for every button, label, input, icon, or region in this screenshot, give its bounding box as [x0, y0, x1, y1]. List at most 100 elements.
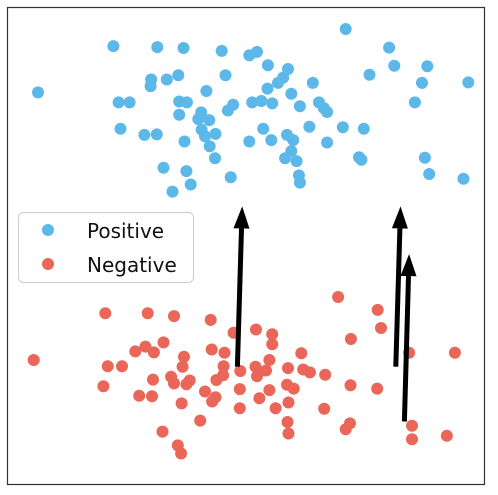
- positive-point: [321, 106, 334, 118]
- positive-point: [177, 42, 190, 54]
- negative-point: [156, 425, 169, 438]
- positive-point: [293, 176, 306, 189]
- negative-point: [176, 360, 189, 373]
- negative-point: [205, 343, 218, 356]
- negative-point: [263, 354, 276, 366]
- negative-point: [263, 384, 276, 397]
- negative-point: [116, 360, 128, 373]
- positive-point: [246, 96, 259, 109]
- arrow: [400, 254, 417, 422]
- positive-point: [418, 151, 431, 164]
- positive-point: [261, 82, 274, 95]
- positive-point: [178, 135, 191, 148]
- positive-point: [184, 178, 197, 191]
- positive-point: [303, 120, 316, 133]
- arrow-head: [391, 206, 408, 229]
- negative-point: [147, 346, 160, 359]
- positive-point: [423, 168, 436, 180]
- negative-point: [178, 350, 190, 363]
- negative-point: [234, 365, 247, 377]
- positive-point: [416, 76, 428, 89]
- legend-marker-positive: [42, 224, 54, 236]
- positive-point: [151, 41, 164, 54]
- positive-point: [285, 87, 298, 100]
- negative-point: [168, 377, 180, 390]
- negative-point: [175, 397, 188, 410]
- negative-point: [217, 360, 230, 373]
- negative-point: [233, 383, 246, 396]
- positive-point: [336, 121, 349, 134]
- positive-point: [388, 59, 401, 72]
- negative-point: [406, 433, 418, 446]
- negative-point: [406, 419, 418, 432]
- positive-point: [160, 73, 173, 86]
- negative-point: [133, 389, 146, 402]
- negative-point: [266, 328, 279, 341]
- positive-point: [293, 100, 306, 113]
- positive-point: [192, 113, 205, 126]
- positive-point: [408, 96, 421, 109]
- negative-point: [233, 402, 246, 415]
- negative-point: [344, 333, 357, 345]
- negative-point: [319, 368, 332, 381]
- positive-point: [200, 85, 213, 97]
- positive-point: [265, 134, 278, 147]
- positive-point: [255, 95, 268, 107]
- positive-point: [112, 96, 125, 109]
- positive-point: [219, 69, 232, 82]
- positive-point: [157, 161, 170, 174]
- legend-box: [18, 212, 194, 283]
- negative-point: [332, 291, 345, 303]
- positive-point: [363, 68, 376, 81]
- negative-point: [260, 364, 272, 377]
- arrow-shaft: [401, 276, 411, 422]
- negative-point: [249, 360, 262, 373]
- negative-point: [204, 313, 217, 326]
- arrow-layer: [233, 206, 417, 422]
- positive-point: [172, 69, 185, 82]
- positive-point: [203, 114, 216, 127]
- positive-point: [180, 165, 193, 178]
- negative-point: [101, 360, 114, 373]
- legend-label-negative: Negative: [87, 253, 177, 277]
- positive-point: [114, 122, 127, 135]
- positive-point: [224, 171, 237, 184]
- positive-point: [306, 76, 319, 89]
- positive-point: [180, 96, 193, 109]
- positive-point: [266, 97, 279, 110]
- negative-point: [206, 395, 219, 408]
- negative-point: [287, 382, 300, 395]
- negative-point: [99, 307, 112, 320]
- negative-point: [282, 396, 295, 409]
- negative-point: [303, 366, 316, 379]
- negative-point: [139, 340, 152, 353]
- positive-point: [261, 59, 274, 72]
- positive-point: [457, 172, 470, 185]
- negative-point: [199, 385, 211, 398]
- positive-point: [123, 96, 136, 109]
- arrow: [233, 206, 250, 367]
- arrow-shaft: [393, 228, 403, 367]
- negative-point: [282, 427, 295, 440]
- arrow-head: [400, 254, 417, 277]
- positive-point: [221, 104, 234, 117]
- arrow-head: [233, 206, 250, 229]
- positive-point: [199, 130, 211, 143]
- positive-point: [251, 45, 263, 58]
- positive-point: [339, 23, 352, 35]
- positive-point: [166, 185, 179, 198]
- positive-point: [203, 140, 216, 153]
- negative-point: [251, 370, 263, 383]
- negative-point: [27, 354, 40, 366]
- negative-point: [266, 338, 279, 351]
- legend: Positive Negative: [18, 212, 194, 283]
- positive-point: [144, 80, 157, 93]
- negative-point: [180, 378, 193, 391]
- legend-label-positive: Positive: [87, 219, 164, 243]
- negative-point: [371, 303, 384, 316]
- positive-point: [287, 134, 300, 147]
- positive-point: [462, 76, 475, 89]
- positive-point: [321, 136, 334, 149]
- positive-point: [209, 127, 222, 140]
- positive-series: [32, 23, 475, 198]
